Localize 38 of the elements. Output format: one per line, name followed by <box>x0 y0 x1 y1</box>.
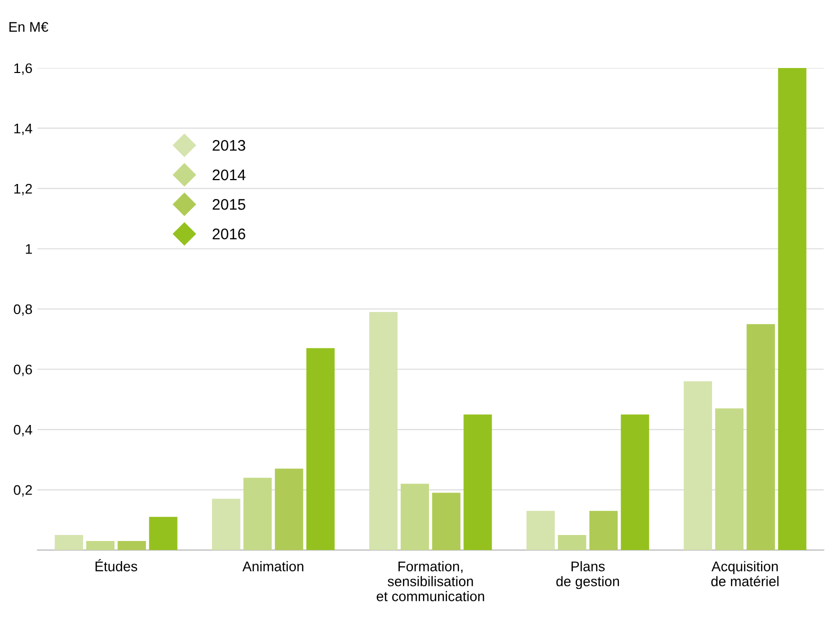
bar <box>369 312 398 550</box>
y-tick-label: 0,4 <box>14 424 32 436</box>
bar <box>558 534 586 550</box>
bar <box>243 478 272 550</box>
bar <box>715 408 744 550</box>
bar <box>149 516 178 550</box>
y-tick-label: 1,4 <box>14 124 32 136</box>
bar <box>464 414 492 550</box>
legend-label: 2015 <box>212 199 246 210</box>
legend-label: 2014 <box>212 170 246 180</box>
y-tick-label: 0,8 <box>14 304 32 316</box>
legend-label: 2016 <box>212 228 246 240</box>
bar <box>212 498 240 550</box>
legend-label: 2013 <box>212 140 246 151</box>
bar <box>400 484 429 550</box>
bar <box>118 540 146 550</box>
bar <box>620 414 650 550</box>
x-tick-label: Formation, sensibilisation et communication <box>376 561 484 602</box>
y-tick-label: 0,2 <box>14 485 32 497</box>
x-tick-label: Acquisition de matériel <box>711 561 778 586</box>
bar <box>54 534 84 550</box>
bar <box>778 68 806 550</box>
bar <box>432 492 460 550</box>
y-axis-title: En M€ <box>9 22 48 32</box>
bar <box>306 348 335 550</box>
y-tick-label: 1,6 <box>14 63 32 75</box>
bar <box>746 324 775 550</box>
y-tick-label: 0,6 <box>14 364 32 376</box>
x-tick-label: Plans de gestion <box>556 561 619 590</box>
x-tick-label: Études <box>96 559 138 572</box>
bar <box>274 468 304 550</box>
y-tick-label: 1 <box>26 244 32 254</box>
bar <box>86 540 114 550</box>
x-tick-label: Animation <box>242 561 304 572</box>
bar <box>589 510 618 550</box>
bar <box>684 381 712 550</box>
y-tick-label: 1,2 <box>14 184 32 196</box>
bar <box>526 510 555 550</box>
